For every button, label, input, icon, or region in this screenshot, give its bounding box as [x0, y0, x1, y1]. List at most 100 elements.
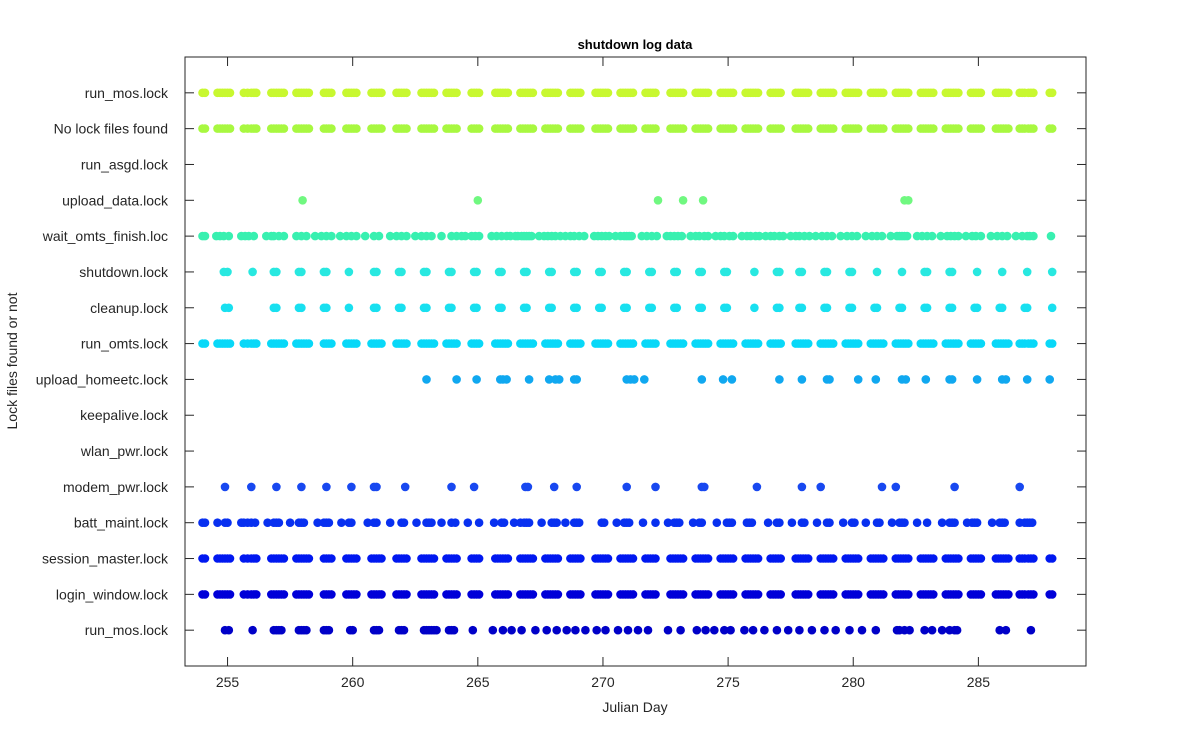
data-point [503, 124, 513, 133]
data-point [374, 625, 384, 635]
data-point [672, 267, 682, 277]
y-tick-label: run_mos.lock [85, 622, 169, 638]
data-point [628, 554, 638, 563]
data-point [797, 267, 807, 277]
data-point [961, 231, 971, 241]
y-tick-label: cleanup.lock [90, 300, 169, 316]
data-point [922, 267, 932, 277]
x-tick-label: 265 [466, 674, 490, 690]
series-row [198, 88, 1057, 98]
data-point [976, 88, 986, 98]
data-point [223, 267, 232, 277]
data-point [597, 267, 606, 277]
data-point [429, 590, 439, 599]
data-point [553, 339, 563, 348]
data-point [363, 518, 373, 527]
data-point [200, 339, 210, 348]
data-point [327, 124, 336, 133]
data-point [360, 231, 370, 241]
data-point [825, 375, 834, 384]
data-point [722, 303, 732, 313]
data-point [640, 375, 649, 384]
y-axis: run_mos.lock login_window.lock session_mas… [36, 85, 1086, 638]
data-point [324, 625, 334, 635]
data-point [776, 554, 785, 563]
data-point [1046, 231, 1056, 241]
data-point [399, 625, 409, 635]
data-point [472, 303, 481, 313]
data-point [224, 625, 234, 635]
data-point [427, 231, 436, 241]
data-point [447, 482, 456, 492]
data-point [775, 303, 784, 313]
data-point [920, 625, 929, 635]
data-point [954, 554, 963, 563]
data-point [279, 124, 289, 133]
data-point [976, 554, 986, 563]
data-point [503, 339, 513, 348]
data-point [703, 554, 713, 563]
data-point [544, 375, 554, 384]
data-point [572, 303, 581, 313]
data-point [775, 267, 784, 277]
data-point [672, 303, 682, 313]
data-point [524, 518, 534, 527]
data-point [1022, 267, 1032, 277]
y-tick-label: session_master.lock [42, 551, 169, 567]
data-point [871, 625, 881, 635]
chart-title: shutdown log data [578, 37, 694, 52]
data-point [527, 231, 536, 241]
data-point [797, 303, 807, 313]
data-point [675, 518, 684, 527]
x-tick-label: 285 [967, 674, 991, 690]
data-point [603, 88, 613, 98]
data-point [872, 267, 882, 277]
data-point [954, 590, 963, 599]
data-point [697, 518, 707, 527]
data-point [473, 196, 483, 205]
data-point [574, 518, 584, 527]
data-point [372, 303, 381, 313]
data-point [703, 124, 713, 133]
data-point [469, 482, 479, 492]
data-point [576, 554, 585, 563]
data-point [651, 554, 660, 563]
data-point [879, 590, 888, 599]
data-point [703, 231, 713, 241]
data-point [297, 303, 306, 313]
data-point [523, 482, 533, 492]
data-point [976, 124, 986, 133]
data-point [820, 625, 829, 635]
data-point [1047, 267, 1057, 277]
data-point [352, 88, 361, 98]
data-point [251, 590, 261, 599]
data-point [517, 625, 526, 635]
series-row [219, 267, 1057, 277]
data-point [954, 339, 963, 348]
data-point [224, 303, 234, 313]
data-point [402, 88, 411, 98]
data-point [628, 339, 638, 348]
data-point [811, 231, 820, 241]
data-point [728, 339, 738, 348]
data-point [225, 88, 235, 98]
data-point [200, 518, 210, 527]
data-point [327, 339, 336, 348]
series-row [198, 339, 1057, 348]
data-point [352, 590, 361, 599]
data-point [397, 303, 406, 313]
data-point [807, 625, 817, 635]
data-point [251, 339, 261, 348]
data-point [1047, 590, 1057, 599]
data-point [279, 554, 289, 563]
data-point [327, 88, 336, 98]
y-tick-label: upload_homeetc.lock [36, 371, 169, 387]
data-point [613, 625, 623, 635]
data-point [220, 482, 230, 492]
data-point [800, 518, 809, 527]
data-point [822, 267, 832, 277]
data-point [816, 482, 825, 492]
data-point [304, 554, 314, 563]
data-point [872, 303, 882, 313]
data-point [599, 518, 609, 527]
